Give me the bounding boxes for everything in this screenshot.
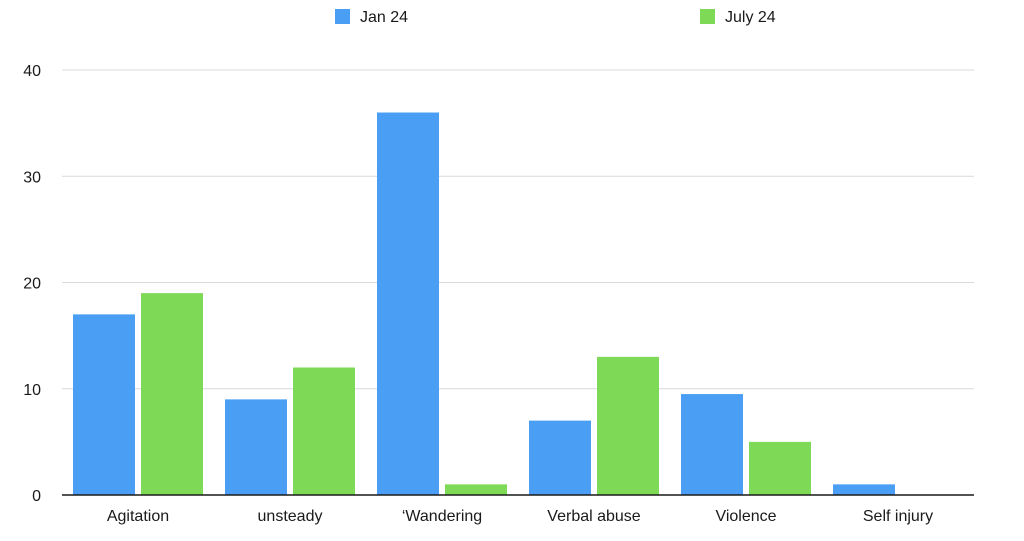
bar-jan-24-5 [833, 484, 895, 495]
x-tick-label: Agitation [107, 508, 169, 525]
bar-jan-24-3 [529, 420, 591, 495]
bar-july-24-0 [141, 293, 203, 495]
x-axis-ticks: Agitation unsteady ‘Wandering Verbal abuse V… [107, 508, 933, 525]
y-tick-label: 30 [23, 169, 41, 186]
legend-swatch [335, 9, 350, 24]
bar-jan-24-0 [73, 314, 135, 495]
x-tick-label: Violence [715, 508, 776, 525]
bar-july-24-3 [597, 356, 659, 495]
y-axis-ticks: 0 10 20 30 40 [23, 63, 41, 505]
x-tick-label: Verbal abuse [547, 508, 641, 525]
bar-july-24-1 [293, 367, 355, 495]
legend-swatch [700, 9, 715, 24]
x-tick-label: Self injury [863, 508, 933, 525]
bar-jan-24-4 [681, 394, 743, 495]
gridlines [62, 69, 974, 390]
bar-jan-24-2 [377, 112, 439, 495]
y-tick-label: 40 [23, 63, 41, 80]
x-tick-label: ‘Wandering [402, 508, 482, 525]
legend: Jan 24 July 24 [335, 9, 776, 26]
y-tick-label: 20 [23, 276, 41, 293]
y-tick-label: 0 [32, 488, 41, 505]
bar-jan-24-1 [225, 399, 287, 495]
bars [73, 112, 895, 495]
legend-label: July 24 [725, 9, 776, 26]
y-tick-label: 10 [23, 382, 41, 399]
legend-label: Jan 24 [360, 9, 408, 26]
bar-july-24-4 [749, 441, 811, 495]
x-tick-label: unsteady [258, 508, 323, 525]
bar-july-24-2 [445, 484, 507, 495]
